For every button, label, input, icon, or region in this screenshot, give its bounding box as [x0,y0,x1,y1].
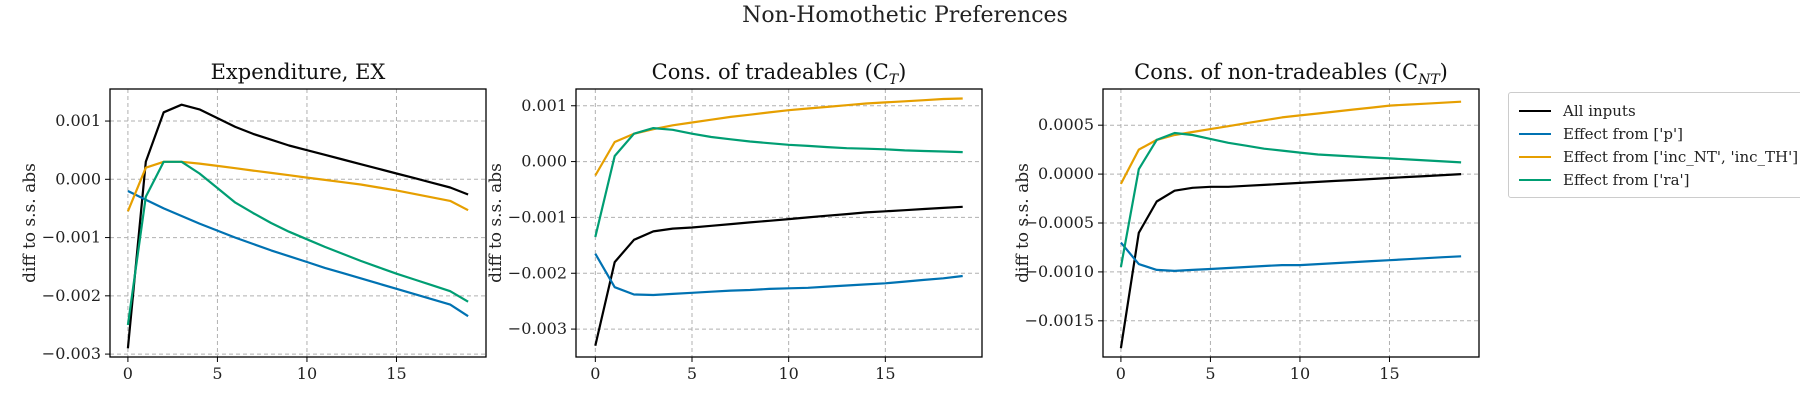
y-axis-label: diff to s.s. abs [20,163,40,283]
series-line-3 [126,160,469,212]
y-tick-label: 0.000 [55,169,101,188]
subplot-3: 0 5 10 15 0.0005 0.0000 −0.0005 −0.0010 −0.0015 d… [1013,60,1480,383]
y-tick-label: −0.0010 [1025,262,1094,281]
legend-swatch [1519,155,1551,158]
y-tick-label: 0.001 [55,111,101,130]
y-tick-label: 0.000 [521,152,567,171]
legend-label: All inputs [1563,101,1636,120]
y-tick-label: −0.001 [42,228,101,247]
subplot-title: Cons. of tradeables (CT) [652,60,907,88]
subplot-title: Cons. of non-tradeables (CNT) [1134,60,1448,88]
subplot-title-suffix: ) [1440,60,1448,84]
legend-swatch [1519,132,1551,135]
x-tick-label: 0 [123,364,133,383]
series-line-4 [1119,131,1462,268]
subplot-title-subscript: T [889,72,900,88]
series-line-3 [1119,100,1462,185]
series-line-2 [1120,241,1462,272]
legend: All inputs Effect from ['p'] Effect from… [1508,92,1800,198]
legend-label: Effect from ['inc_NT', 'inc_TH'] [1563,147,1799,166]
axes-frame [575,88,983,358]
series-line-1 [1119,173,1462,349]
series-line-4 [594,127,963,238]
series-line-1 [594,205,963,347]
x-tick-label: 10 [778,364,798,383]
y-tick-label: −0.003 [42,344,101,363]
x-tick-label: 0 [1116,364,1126,383]
legend-swatch [1519,109,1551,112]
subplot-title-main: Cons. of tradeables (C [652,60,889,84]
x-tick-label: 10 [1290,364,1310,383]
y-axis-label: diff to s.s. abs [486,163,506,283]
y-tick-label: −0.003 [508,319,567,338]
x-tick-label: 5 [1205,364,1215,383]
legend-label: Effect from ['ra'] [1563,170,1690,189]
subplot-title-main: Expenditure, EX [211,60,386,84]
y-tick-label: −0.002 [508,263,567,282]
legend-item-effect-p: Effect from ['p'] [1519,122,1798,145]
figure-suptitle: Non-Homothetic Preferences [742,3,1068,28]
series-line-4 [126,160,469,326]
legend-item-effect-inc: Effect from ['inc_NT', 'inc_TH'] [1519,145,1798,168]
x-tick-label: 15 [1379,364,1399,383]
series-line-2 [594,253,963,297]
legend-item-effect-ra: Effect from ['ra'] [1519,168,1798,191]
x-tick-label: 15 [875,364,895,383]
y-axis-label: diff to s.s. abs [1013,163,1033,283]
y-tick-label: −0.001 [508,207,567,226]
y-tick-label: 0.0005 [1038,115,1094,134]
x-tick-label: 0 [590,364,600,383]
legend-item-all-inputs: All inputs [1519,99,1798,122]
axes-frame [109,88,487,358]
y-tick-label: −0.0015 [1025,311,1094,330]
y-tick-label: 0.0000 [1038,164,1094,183]
subplot-title: Expenditure, EX [211,60,386,84]
x-tick-label: 15 [386,364,406,383]
subplot-title-suffix: ) [898,60,906,84]
subplot-title-main: Cons. of non-tradeables (C [1134,60,1418,84]
x-tick-label: 10 [297,364,317,383]
subplot-1: 0 5 10 15 0.001 0.000 −0.001 −0.002 −0.003 diff t… [20,60,487,383]
series-line-3 [594,97,963,177]
series-line-2 [127,190,469,318]
y-tick-label: 0.001 [521,96,567,115]
legend-label: Effect from ['p'] [1563,124,1683,143]
legend-swatch [1519,178,1551,181]
subplot-2: 0 5 10 15 0.001 0.000 −0.001 −0.002 −0.003 diff t… [486,60,983,383]
x-tick-label: 5 [212,364,222,383]
y-tick-label: −0.0005 [1025,213,1094,232]
series-line-1 [126,103,469,349]
y-tick-label: −0.002 [42,286,101,305]
subplot-title-subscript: NT [1417,72,1441,88]
x-tick-label: 5 [687,364,697,383]
